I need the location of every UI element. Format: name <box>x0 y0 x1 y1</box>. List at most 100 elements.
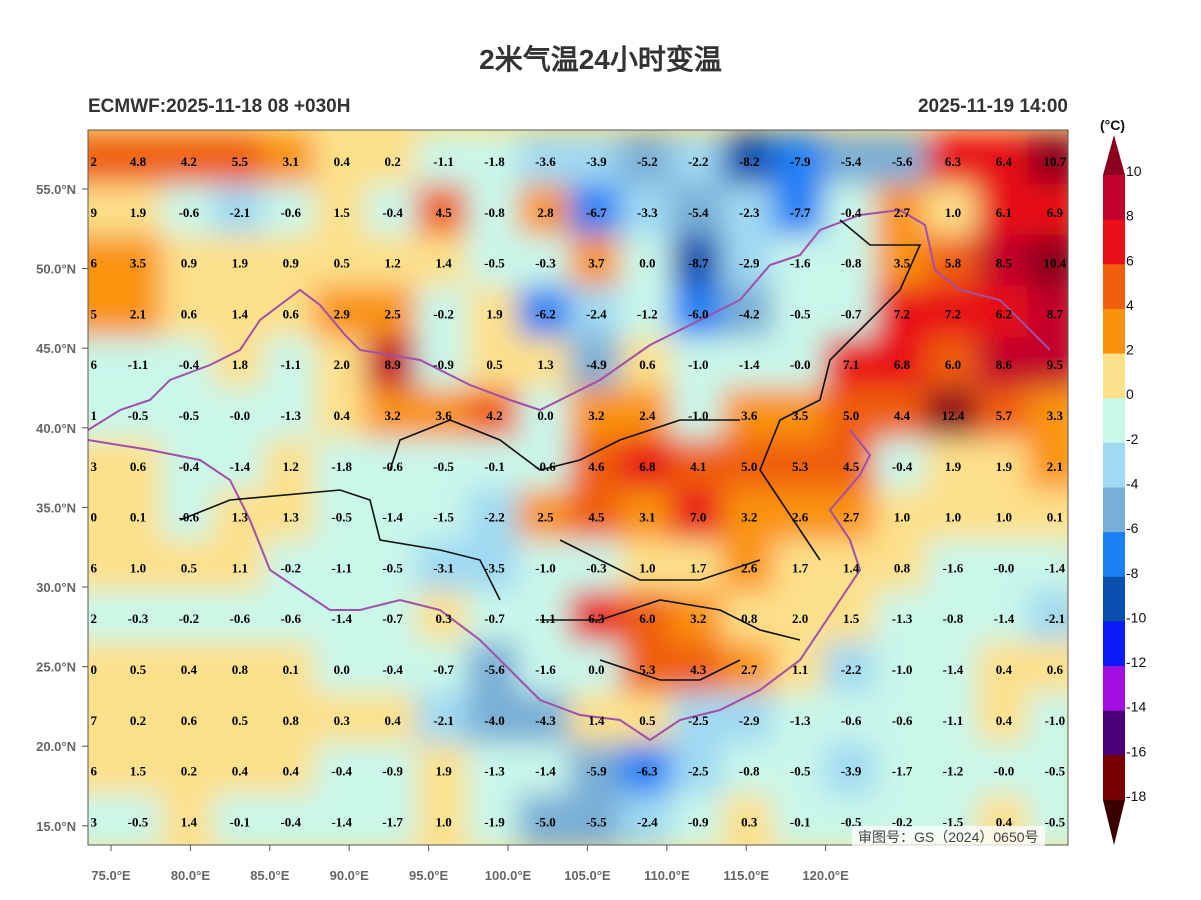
grid-value: 0.4 <box>385 713 402 728</box>
field-cell <box>925 489 981 544</box>
field-cell <box>88 286 115 341</box>
field-cell <box>416 540 472 595</box>
colorbar-segment <box>1103 755 1125 801</box>
grid-value: 0.0 <box>334 662 350 677</box>
grid-value: 1.9 <box>130 205 147 220</box>
field-cell <box>110 235 166 290</box>
grid-value: 4.8 <box>130 154 147 169</box>
grid-value: -0.5 <box>790 306 811 321</box>
grid-value: -1.8 <box>484 154 505 169</box>
field-cell <box>670 540 726 595</box>
field-cell <box>874 489 930 544</box>
field-cell <box>161 794 217 845</box>
field-cell <box>670 489 726 544</box>
field-cell <box>88 590 115 646</box>
grid-value: -0.5 <box>179 408 200 423</box>
field-cell <box>110 641 166 697</box>
lon-tick-label: 120.0°E <box>802 868 849 883</box>
grid-value: 6.4 <box>996 154 1013 169</box>
field-cell <box>568 235 624 290</box>
field-cell <box>467 641 522 697</box>
grid-value: -0.2 <box>892 814 913 829</box>
field-cell <box>263 692 319 748</box>
field-cell <box>161 540 217 595</box>
grid-value: -5.0 <box>535 814 556 829</box>
field-cell <box>467 692 522 748</box>
grid-value: 0.0 <box>639 256 655 271</box>
colorbar-label: 0 <box>1126 386 1134 402</box>
field-cell <box>823 692 879 748</box>
grid-value: 2.6 <box>741 560 758 575</box>
grid-value: -0.4 <box>179 459 200 474</box>
field-cell <box>1027 184 1068 240</box>
grid-value: 1.4 <box>232 306 249 321</box>
grid-value: 0.4 <box>996 713 1013 728</box>
grid-value: 0.3 <box>435 611 452 626</box>
field-cell <box>721 438 777 494</box>
field-cell <box>314 133 370 189</box>
grid-value: 0 <box>91 662 98 677</box>
grid-value: 5.0 <box>843 408 859 423</box>
field-cell <box>976 489 1032 544</box>
grid-value: 3.6 <box>435 408 452 423</box>
field-cell <box>874 540 930 595</box>
grid-value: 2.7 <box>843 510 860 525</box>
field-cell <box>976 387 1032 443</box>
field-cell <box>874 133 930 189</box>
field-cell <box>772 286 828 341</box>
grid-value: 1.0 <box>945 205 961 220</box>
grid-value: 0.4 <box>181 662 198 677</box>
field-cell <box>263 641 319 697</box>
grid-value: -0.2 <box>280 560 301 575</box>
grid-value: -0.7 <box>382 611 403 626</box>
grid-value: 0.8 <box>894 560 911 575</box>
field-cell <box>88 540 115 595</box>
colorbar-label: 8 <box>1126 208 1134 224</box>
field-cell <box>416 794 472 845</box>
field-cell <box>670 641 726 697</box>
colorbar-segment <box>1103 353 1125 399</box>
field-cell <box>517 438 573 494</box>
field-cell <box>823 336 879 392</box>
field-cell <box>161 387 217 443</box>
grid-value: -3.1 <box>433 560 454 575</box>
field-cell <box>263 387 319 443</box>
field-cell <box>925 438 981 494</box>
field-cell <box>212 387 268 443</box>
field-cell <box>88 489 115 544</box>
grid-value: 4.2 <box>181 154 197 169</box>
grid-value: -7.9 <box>790 154 811 169</box>
field-cell <box>670 794 726 845</box>
lon-tick-label: 85.0°E <box>250 868 290 883</box>
grid-value: 0.6 <box>181 306 198 321</box>
grid-value: -1.0 <box>688 408 709 423</box>
field-cell <box>619 184 675 240</box>
grid-value: 2.8 <box>537 205 554 220</box>
colorbar-segment <box>1103 576 1125 622</box>
field-cell <box>467 133 522 189</box>
grid-value: -0.2 <box>433 306 454 321</box>
field-cell <box>88 641 115 697</box>
field-cell <box>619 794 675 845</box>
grid-value: 1.4 <box>588 713 605 728</box>
grid-value: -0.0 <box>994 764 1015 779</box>
colorbar-label: -14 <box>1126 699 1146 715</box>
field-cell <box>619 590 675 646</box>
grid-value: -3.9 <box>586 154 607 169</box>
grid-value: 6.0 <box>639 611 655 626</box>
colorbar-label: 6 <box>1126 252 1134 268</box>
latitude-axis: 55.0°N 50.0°N 45.0°N 40.0°N 35.0°N 30.0°N 25.0… <box>36 182 88 834</box>
field-cell <box>416 692 472 748</box>
field-cell <box>110 692 166 748</box>
field-cell <box>263 590 319 646</box>
grid-value: 1.0 <box>894 510 910 525</box>
field-cell <box>212 438 268 494</box>
field-cell <box>772 184 828 240</box>
field-cell <box>721 387 777 443</box>
colorbar-label: -6 <box>1126 520 1139 536</box>
grid-value: -1.6 <box>790 256 811 271</box>
field-cell <box>467 743 522 798</box>
field-cell <box>161 743 217 798</box>
grid-value: -1.6 <box>535 662 556 677</box>
grid-value: 1.2 <box>283 459 299 474</box>
